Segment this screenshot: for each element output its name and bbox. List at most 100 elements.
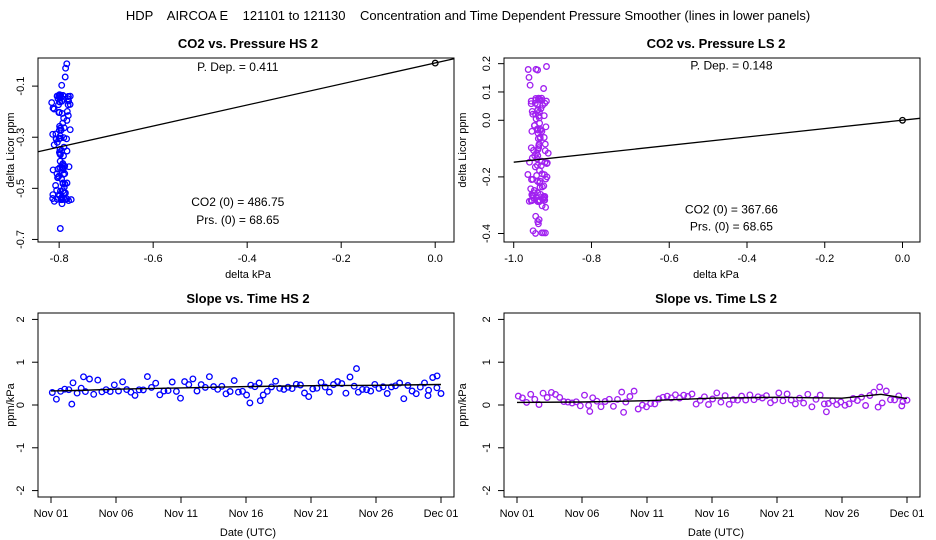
- data-point: [48, 99, 56, 107]
- data-point: [620, 408, 628, 416]
- data-point: [412, 390, 420, 398]
- data-point: [346, 373, 354, 381]
- data-point: [754, 393, 762, 401]
- data-point: [189, 375, 197, 383]
- data-point: [64, 112, 72, 120]
- data-point: [305, 393, 313, 401]
- data-point: [272, 377, 280, 385]
- data-point: [556, 393, 564, 401]
- x-tick-label: Nov 11: [630, 508, 664, 520]
- data-point: [527, 97, 535, 105]
- data-point: [713, 389, 721, 397]
- data-point: [837, 398, 845, 406]
- x-tick-label: -0.6: [144, 253, 163, 265]
- plot-frame: [37, 312, 455, 498]
- y-tick-label: 0: [15, 402, 27, 408]
- data-point: [779, 397, 787, 405]
- y-tick-label: 2: [481, 316, 493, 322]
- data-point: [626, 393, 634, 400]
- data-point: [692, 400, 700, 408]
- x-tick-label: Nov 01: [500, 508, 535, 520]
- data-point: [725, 400, 733, 408]
- x-tick-label: Nov 21: [294, 508, 329, 520]
- y-tick-label: 0.1: [481, 84, 493, 99]
- data-point: [185, 381, 193, 389]
- smooth-line: [50, 383, 442, 392]
- x-tick-label: Nov 11: [164, 508, 198, 520]
- data-point: [263, 387, 271, 395]
- data-point: [437, 390, 445, 397]
- data-point: [61, 73, 69, 81]
- data-point: [246, 399, 254, 407]
- y-axis-label: ppm/kPa: [5, 382, 17, 426]
- data-point: [68, 400, 76, 408]
- data-point: [541, 171, 548, 179]
- data-point: [80, 373, 87, 381]
- y-tick-label: -1: [481, 443, 493, 453]
- data-point: [425, 386, 433, 394]
- data-point: [771, 396, 779, 404]
- data-point: [534, 146, 542, 153]
- data-point: [586, 407, 594, 415]
- data-point: [853, 397, 861, 404]
- data-point: [630, 387, 638, 395]
- x-tick-label: -0.4: [738, 253, 757, 265]
- data-point: [321, 383, 329, 391]
- data-point: [541, 196, 549, 204]
- panel-title: Slope vs. Time HS 2: [186, 291, 309, 306]
- data-point: [535, 216, 543, 224]
- data-point: [808, 403, 816, 411]
- data-point: [383, 390, 391, 397]
- y-tick-label: -0.5: [15, 179, 27, 198]
- data-point: [543, 63, 550, 70]
- data-point: [400, 395, 408, 403]
- data-point: [56, 187, 64, 195]
- data-point: [539, 195, 547, 203]
- data-point: [531, 395, 539, 403]
- data-point: [882, 387, 890, 395]
- x-tick-label: -0.8: [50, 253, 69, 265]
- data-point: [903, 396, 911, 404]
- data-point: [529, 175, 537, 183]
- data-point: [424, 392, 432, 400]
- data-point: [62, 64, 70, 72]
- data-point: [205, 373, 213, 381]
- x-axis-label: Date (UTC): [220, 527, 276, 539]
- data-point: [234, 388, 242, 396]
- data-point: [353, 365, 360, 373]
- data-point: [81, 388, 89, 396]
- data-point: [350, 382, 358, 390]
- data-point: [540, 112, 548, 120]
- panel-title: CO2 vs. Pressure LS 2: [647, 36, 786, 51]
- y-tick-label: 1: [15, 359, 27, 365]
- x-tick-label: Dec 01: [890, 508, 925, 520]
- data-point: [538, 229, 546, 237]
- data-point: [729, 396, 737, 404]
- data-point: [63, 107, 71, 115]
- data-point: [898, 402, 906, 410]
- data-point: [49, 195, 57, 202]
- data-point: [53, 186, 61, 194]
- data-point: [680, 391, 688, 399]
- data-point: [775, 389, 783, 397]
- data-point: [534, 66, 542, 74]
- data-point: [433, 372, 441, 380]
- data-point: [527, 390, 535, 398]
- data-point: [543, 394, 551, 401]
- data-point: [60, 152, 67, 160]
- data-point: [541, 229, 549, 237]
- data-point: [538, 202, 546, 210]
- data-point: [131, 391, 139, 399]
- data-point: [524, 171, 532, 178]
- data-point: [284, 383, 292, 391]
- data-point: [49, 166, 57, 174]
- data-point: [56, 124, 64, 132]
- x-tick-label: -0.4: [238, 253, 257, 265]
- data-point: [533, 155, 541, 163]
- data-point: [537, 126, 545, 134]
- data-point: [148, 383, 155, 391]
- x-axis-label: delta kPa: [693, 269, 740, 281]
- reference-point: [899, 116, 906, 124]
- y-tick-label: 0: [481, 402, 493, 408]
- data-point: [66, 92, 74, 100]
